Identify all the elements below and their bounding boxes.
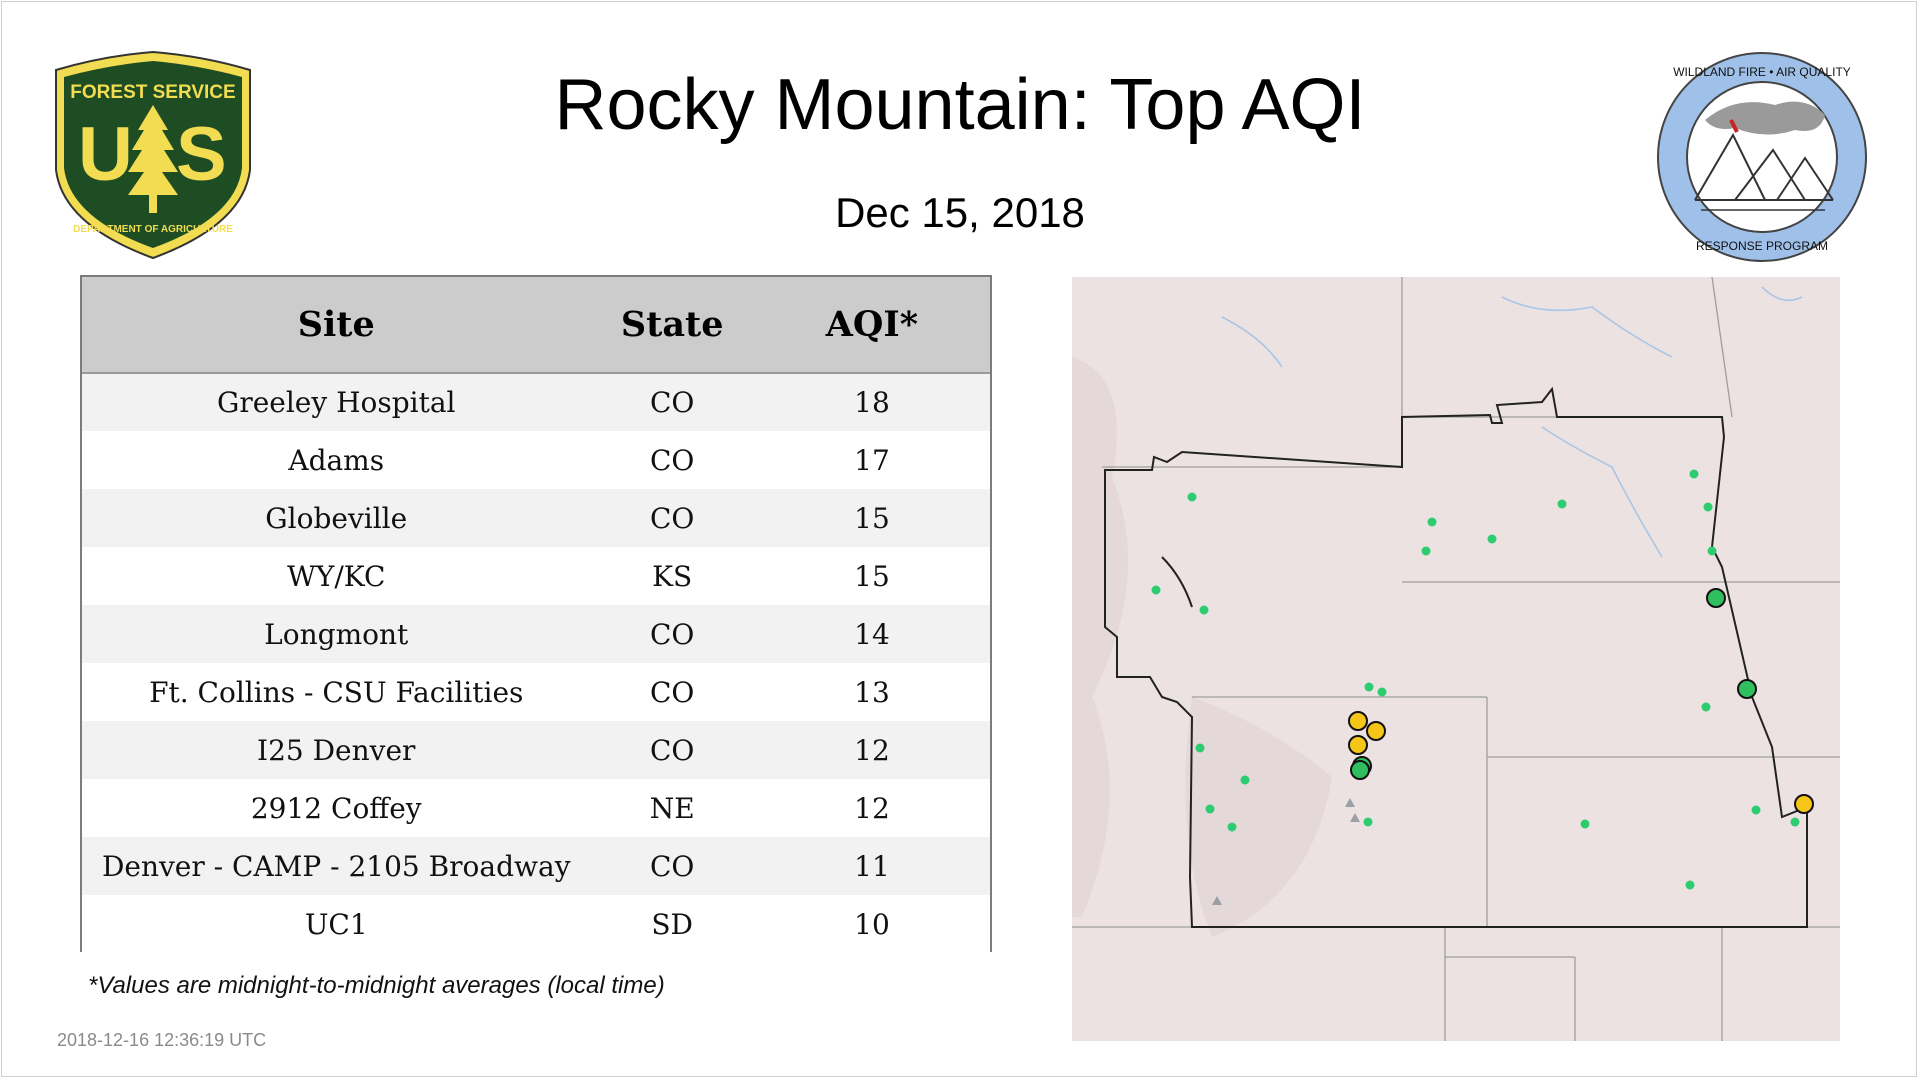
table-row: UC1 SD 10 — [82, 895, 990, 953]
state-cell: KS — [652, 559, 693, 593]
table-row: I25 Denver CO 12 — [82, 721, 990, 779]
aqi-cell: 14 — [854, 617, 890, 651]
timestamp: 2018-12-16 12:36:19 UTC — [57, 1030, 267, 1050]
wildland-fire-logo: WILDLAND FIRE • AIR QUALITY RESPONSE PRO… — [1657, 52, 1867, 262]
site-cell: 2912 Coffey — [250, 791, 422, 825]
svg-text:U: U — [78, 112, 133, 197]
site-cell: Greeley Hospital — [216, 386, 456, 419]
mountains-icon — [1694, 132, 1834, 201]
aqi-cell: 13 — [854, 675, 890, 709]
svg-text:S: S — [176, 112, 227, 197]
table-row: 2912 Coffey NE 12 — [82, 779, 990, 837]
aqi-cell: 17 — [854, 443, 890, 477]
state-cell: CO — [649, 443, 695, 477]
table-row: Adams CO 17 — [82, 431, 990, 489]
aqi-cell: 12 — [854, 733, 890, 767]
state-cell: CO — [649, 675, 695, 709]
table-row: Ft. Collins - CSU Facilities CO 13 — [82, 663, 990, 721]
aqi-cell: 11 — [854, 849, 890, 883]
aqi-table: Site State AQI* Greeley Hospital CO 18 Ada… — [80, 275, 992, 953]
forest-service-bottom-text: DEPARTMENT OF AGRICULTURE — [73, 224, 233, 235]
footnote: *Values are midnight-to-midnight average… — [88, 972, 665, 999]
wildland-fire-top-text: WILDLAND FIRE • AIR QUALITY — [1673, 65, 1851, 79]
table-row: Globeville CO 15 — [82, 489, 990, 547]
table-header-row: Site State AQI* — [82, 277, 990, 373]
column-header-state: State — [620, 304, 724, 345]
wildland-fire-bottom-text: RESPONSE PROGRAM — [1696, 239, 1828, 253]
site-cell: Ft. Collins - CSU Facilities — [149, 675, 524, 709]
top-aqi-markers — [1348, 588, 1814, 814]
site-cell: UC1 — [304, 907, 368, 941]
site-cell: Globeville — [265, 501, 408, 535]
aqi-cell: 18 — [854, 386, 890, 419]
forest-service-top-text: FOREST SERVICE — [70, 82, 235, 103]
table-row: Longmont CO 14 — [82, 605, 990, 663]
state-cell: CO — [649, 617, 695, 651]
page-date: Dec 15, 2018 — [835, 189, 1085, 236]
column-header-site: Site — [297, 304, 375, 345]
region-map — [1072, 277, 1840, 1041]
table-row: Denver - CAMP - 2105 Broadway CO 11 — [82, 837, 990, 895]
aqi-cell: 10 — [854, 907, 890, 941]
state-cell: CO — [649, 501, 695, 535]
aqi-cell: 12 — [854, 791, 890, 825]
site-cell: Longmont — [264, 617, 409, 651]
aqi-cell: 15 — [854, 501, 890, 535]
table-row: WY/KC KS 15 — [82, 547, 990, 605]
aqi-cell: 15 — [854, 559, 890, 593]
forest-service-logo: FOREST SERVICE U S DEPARTMENT OF AGRICUL… — [55, 50, 251, 260]
site-cell: I25 Denver — [257, 733, 416, 767]
monitor-sites-good — [1151, 469, 1800, 890]
pine-tree-icon — [128, 105, 178, 213]
state-cell: CO — [649, 733, 695, 767]
state-cell: NE — [649, 791, 695, 825]
column-header-aqi: AQI* — [825, 304, 919, 345]
site-cell: Adams — [288, 443, 385, 477]
site-cell: WY/KC — [287, 559, 386, 593]
state-cell: CO — [649, 386, 695, 419]
state-cell: CO — [649, 849, 695, 883]
page-title: Rocky Mountain: Top AQI — [554, 65, 1366, 145]
state-cell: SD — [651, 907, 693, 941]
site-cell: Denver - CAMP - 2105 Broadway — [101, 849, 571, 883]
table-row: Greeley Hospital CO 18 — [82, 373, 990, 431]
